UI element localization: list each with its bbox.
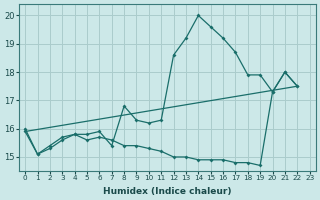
X-axis label: Humidex (Indice chaleur): Humidex (Indice chaleur): [103, 187, 232, 196]
